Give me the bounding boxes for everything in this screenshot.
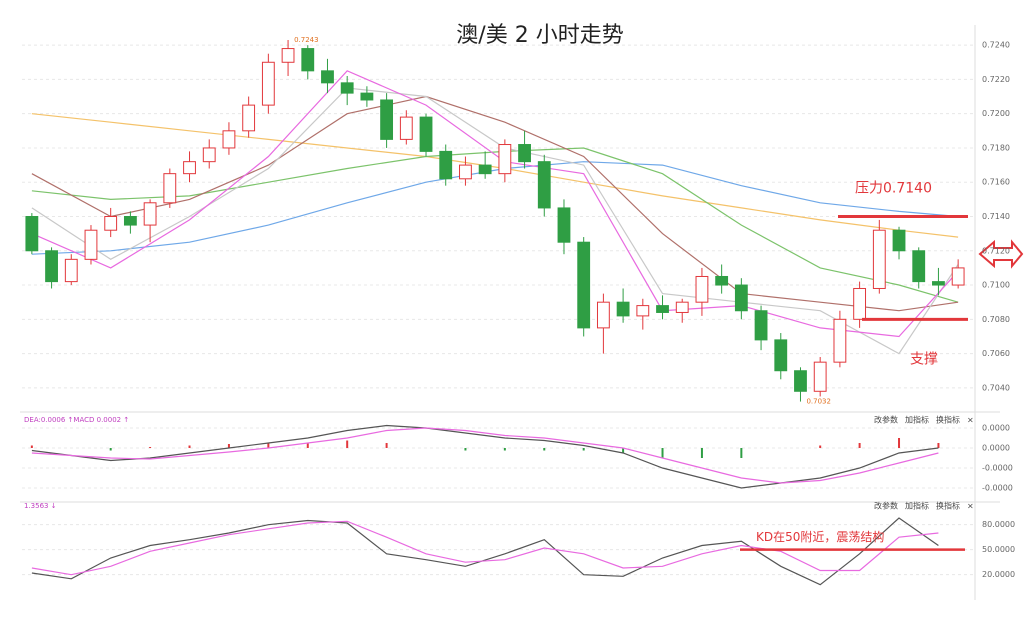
y-tick-label: 0.0000 [982,424,1010,433]
candle-body [380,99,394,140]
candle-body [636,305,650,317]
y-tick-label: 0.7120 [982,246,1010,255]
low-label: 0.7032 [806,398,831,406]
candle-body [577,241,591,329]
candle-body [419,116,433,152]
candle-body [104,216,118,231]
candle-body [695,275,709,303]
panel-button: 换指标 [936,501,960,511]
candle-body [360,92,374,101]
candle-body [833,318,847,363]
candle-body [242,104,256,132]
level-label: 压力0.7140 [855,181,932,197]
candle-body [84,229,98,260]
candle-body [794,370,807,392]
indicator-line [31,427,939,484]
candle-body [734,284,748,312]
candle-body [715,275,729,286]
candle-body [202,147,216,163]
candle-body [281,48,295,63]
y-tick-label: 0.7160 [982,178,1010,187]
panel-button: 改参数 [874,415,898,425]
panel-button: 改参数 [874,501,898,511]
candle-body [183,161,196,175]
candle-body [143,202,157,226]
candle-body [557,207,571,243]
candle-body [872,229,886,289]
candle-body [399,116,413,140]
indicator-line [31,520,939,576]
indicator-legend: DEA:0.0006 ↑MACD 0.0002 ↑ [24,416,129,424]
chart-title: 澳/美 2 小时走势 [456,23,623,48]
indicator-line [31,95,959,312]
y-tick-label: 0.7040 [982,383,1010,392]
panel-button: 加指标 [905,415,929,425]
candle-body [478,164,492,175]
y-tick-label: 0.0000 [982,444,1010,453]
candle-body [439,150,453,180]
candle-body [222,130,236,149]
panel-button: 加指标 [905,501,929,511]
candle-body [261,61,275,106]
y-tick-label: 0.7080 [982,315,1010,324]
y-tick-label: 0.7100 [982,281,1010,290]
candle-body [25,216,39,252]
y-tick-label: -0.0000 [982,464,1013,473]
candle-body [518,144,531,163]
candle-body [616,301,630,317]
level-label: 支撑 [910,351,938,367]
candle-body [675,301,689,313]
level-label: KD在50附近，震荡结构 [756,529,884,544]
candle-body [537,161,551,209]
arrow-icon [978,239,1024,269]
indicator-line [31,517,939,586]
candle-body [64,258,78,283]
candle-body [892,229,906,252]
candle-body [340,82,354,94]
candle-body [123,216,137,226]
y-tick-label: 80.0000 [982,520,1015,529]
y-tick-label: 0.7140 [982,212,1010,221]
y-tick-label: 0.7240 [982,41,1010,50]
y-tick-label: 0.7220 [982,75,1010,84]
candle-body [459,164,472,180]
indicator-legend: 1.3563 ↓ [24,502,57,510]
candle-body [163,173,177,204]
candle-body [853,287,867,320]
candle-body [951,267,965,286]
candle-body [498,144,512,175]
candle-body [596,301,610,329]
y-tick-label: 0.7060 [982,349,1010,358]
y-tick-label: 50.0000 [982,545,1015,554]
panel-button: × [967,416,974,425]
candle-body [754,310,768,341]
panel-button: 换指标 [936,415,960,425]
candle-body [656,305,669,313]
candle-body [813,361,827,392]
candle-body [932,281,945,286]
candle-body [321,70,334,84]
candle-body [774,339,788,372]
y-tick-label: 0.7200 [982,109,1010,118]
candle-body [45,250,58,283]
high-label: 0.7243 [294,36,319,44]
y-tick-label: 20.0000 [982,570,1015,579]
y-tick-label: -0.0000 [982,484,1013,493]
candle-body [912,250,926,283]
candle-body [301,48,315,72]
panel-button: × [967,502,974,511]
y-tick-label: 0.7180 [982,143,1010,152]
